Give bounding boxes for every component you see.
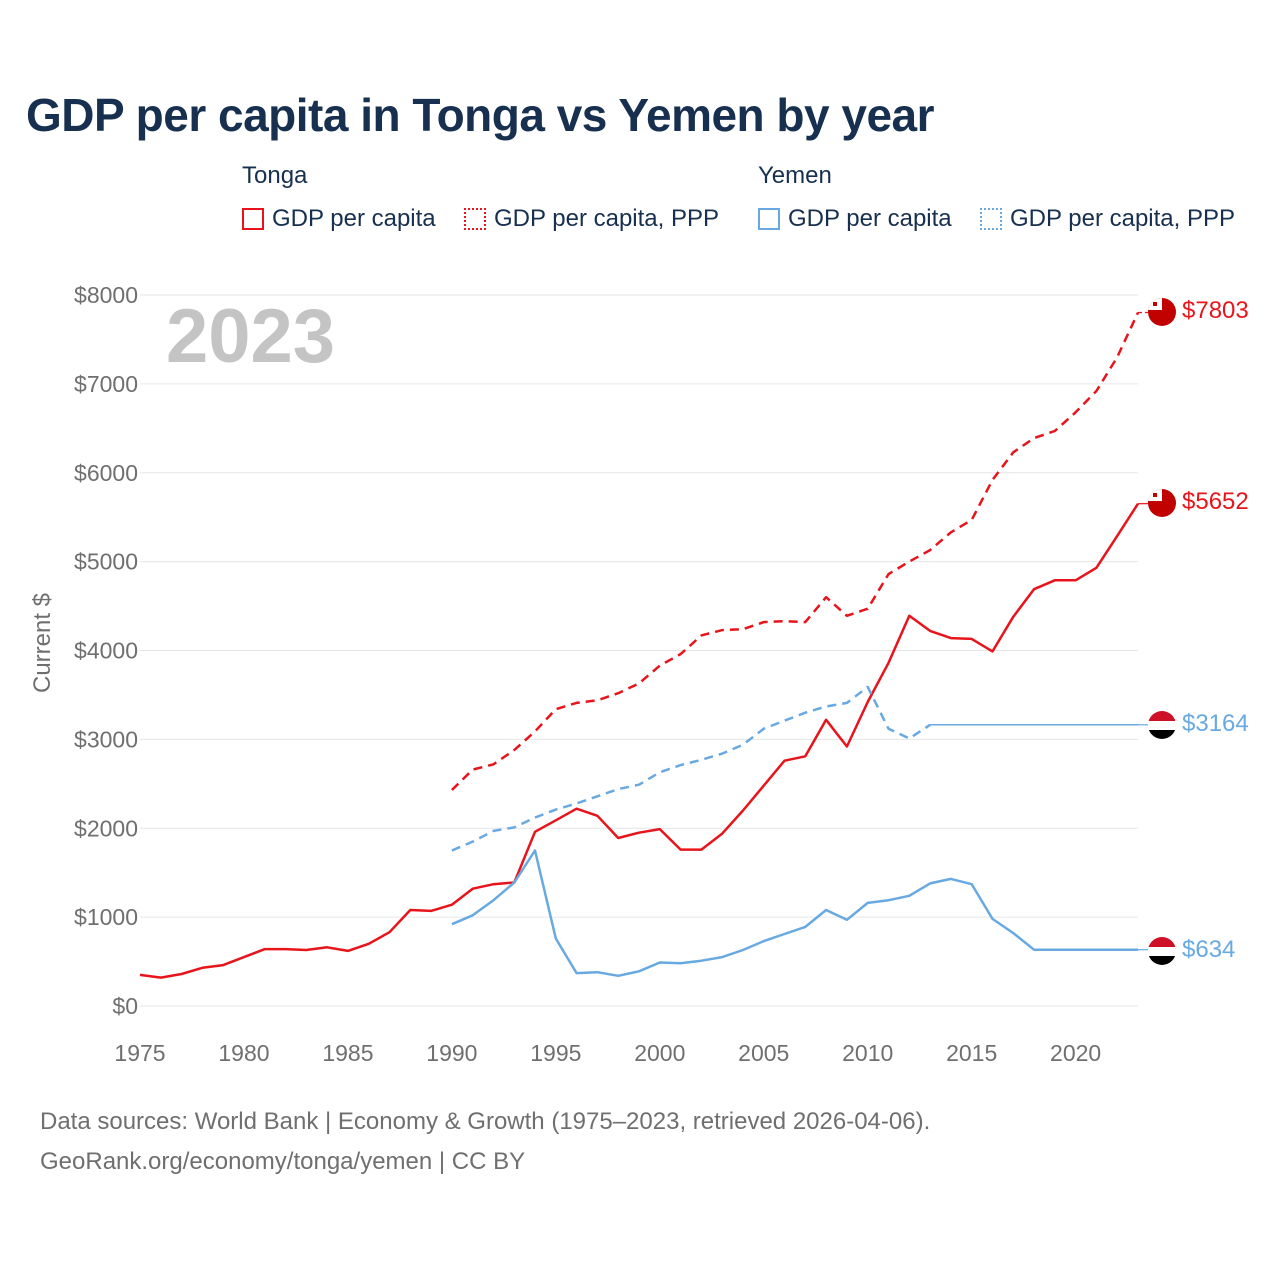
legend-yemen-gdp-ppp[interactable]: GDP per capita, PPP bbox=[980, 204, 1235, 234]
y-tick-label: $5000 bbox=[74, 549, 138, 575]
y-axis-label: Current $ bbox=[29, 593, 56, 693]
x-tick-label: 2020 bbox=[1050, 1040, 1101, 1066]
x-tick-label: 1990 bbox=[426, 1040, 477, 1066]
y-tick-label: $4000 bbox=[74, 638, 138, 664]
end-label-tonga-gdp: $5652 bbox=[1182, 488, 1249, 515]
x-axis-ticks: 1975 1980 1985 1990 1995 2000 2005 2010 2015 2020 bbox=[114, 1040, 1101, 1066]
legend-tonga-gdp[interactable]: GDP per capita bbox=[242, 204, 436, 234]
legend-swatch-dotted-red bbox=[464, 208, 486, 230]
yemen-flag-icon bbox=[1148, 711, 1176, 739]
x-tick-label: 2005 bbox=[738, 1040, 789, 1066]
footer-link[interactable]: GeoRank.org/economy/tonga/yemen | CC BY bbox=[40, 1148, 526, 1175]
legend-swatch-dotted-blue bbox=[980, 208, 1002, 230]
end-label-yemen-gdp: $634 bbox=[1182, 936, 1235, 963]
tonga-flag-icon bbox=[1148, 298, 1176, 326]
x-tick-label: 1985 bbox=[322, 1040, 373, 1066]
y-tick-label: $8000 bbox=[74, 282, 138, 308]
series-line-yemen-ppp bbox=[451, 685, 931, 852]
legend-label: GDP per capita, PPP bbox=[494, 205, 719, 232]
legend-label: GDP per capita bbox=[788, 205, 952, 232]
series-line-yemen-gdp bbox=[451, 849, 1138, 978]
legend-group-yemen: Yemen bbox=[758, 162, 832, 189]
legend-label: GDP per capita, PPP bbox=[1010, 205, 1235, 232]
y-axis-ticks: $0 $1000 $2000 $3000 $4000 $5000 $6000 $7000 $80… bbox=[74, 282, 138, 1019]
series-lines bbox=[139, 311, 1150, 979]
legend-group-tonga: Tonga bbox=[242, 162, 308, 189]
legend-label: GDP per capita bbox=[272, 205, 436, 232]
footer-sources: Data sources: World Bank | Economy & Gro… bbox=[40, 1108, 931, 1135]
grid-lines bbox=[140, 294, 1138, 1007]
tonga-flag-icon bbox=[1148, 489, 1176, 517]
y-tick-label: $3000 bbox=[74, 726, 138, 752]
y-tick-label: $1000 bbox=[74, 904, 138, 930]
legend-swatch-solid-red bbox=[242, 208, 264, 230]
x-tick-label: 1995 bbox=[530, 1040, 581, 1066]
legend-tonga-gdp-ppp[interactable]: GDP per capita, PPP bbox=[464, 204, 719, 234]
chart-title: GDP per capita in Tonga vs Yemen by year bbox=[26, 89, 935, 141]
y-tick-label: $7000 bbox=[74, 371, 138, 397]
y-tick-label: $0 bbox=[112, 993, 138, 1019]
flag-markers bbox=[1148, 298, 1176, 965]
series-line-tonga-ppp bbox=[451, 311, 1140, 791]
end-label-tonga-ppp: $7803 bbox=[1182, 297, 1249, 324]
x-tick-label: 1980 bbox=[218, 1040, 269, 1066]
x-tick-label: 1975 bbox=[114, 1040, 165, 1066]
x-tick-label: 2010 bbox=[842, 1040, 893, 1066]
legend-swatch-solid-blue bbox=[758, 208, 780, 230]
y-tick-label: $2000 bbox=[74, 815, 138, 841]
y-tick-label: $6000 bbox=[74, 460, 138, 486]
legend-yemen-gdp[interactable]: GDP per capita bbox=[758, 204, 952, 234]
end-label-yemen-ppp: $3164 bbox=[1182, 710, 1249, 737]
x-tick-label: 2000 bbox=[634, 1040, 685, 1066]
series-line-tonga-gdp bbox=[139, 503, 1140, 979]
year-watermark: 2023 bbox=[166, 294, 335, 379]
yemen-flag-icon bbox=[1148, 937, 1176, 965]
x-tick-label: 2015 bbox=[946, 1040, 997, 1066]
